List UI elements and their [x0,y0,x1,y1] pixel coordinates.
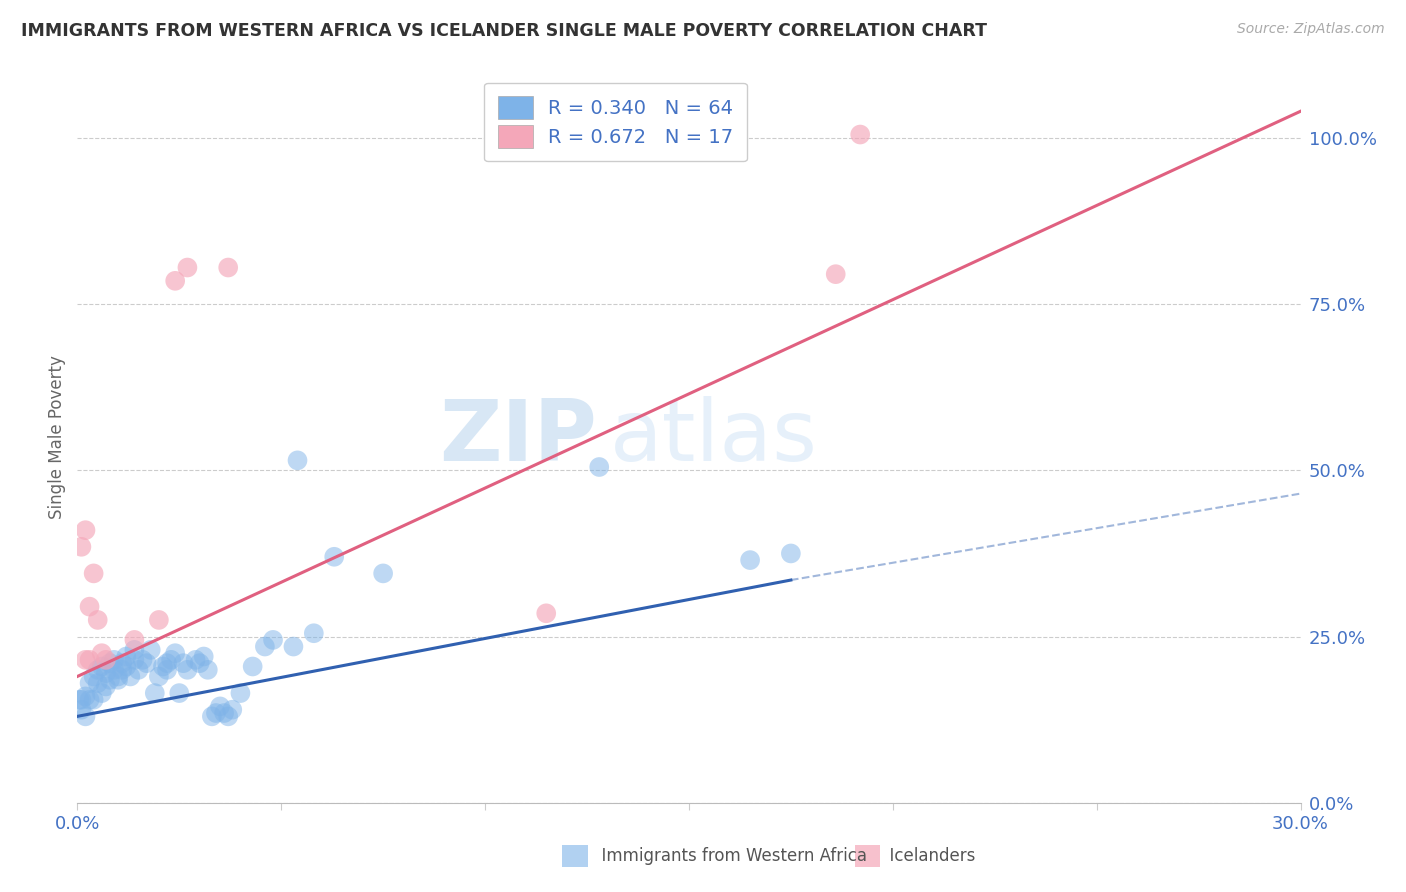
Point [148,669,170,683]
Point [242,659,264,673]
Point [70,692,93,706]
Text: Immigrants from Western Africa: Immigrants from Western Africa [591,847,866,865]
Point [94,680,117,694]
Point [193,649,215,664]
Point [217,260,239,275]
Point [111,656,134,670]
Point [75,709,97,723]
Point [75,690,97,704]
Point [98,656,121,670]
Point [229,686,252,700]
Text: atlas: atlas [609,395,817,479]
Point [115,649,138,664]
Point [135,656,157,670]
Point [160,653,183,667]
Point [139,643,162,657]
Point [156,663,179,677]
Point [87,676,110,690]
Point [115,659,138,673]
Point [205,706,228,720]
Point [120,669,142,683]
Point [165,274,187,288]
Point [83,669,105,683]
Point [536,607,558,621]
Point [79,676,101,690]
Point [849,128,872,142]
Point [283,640,305,654]
Point [824,267,846,281]
Point [79,692,101,706]
Point [323,549,346,564]
Point [124,632,146,647]
Point [176,260,198,275]
Point [87,613,110,627]
Text: Icelanders: Icelanders [879,847,976,865]
Point [165,646,187,660]
Point [148,613,170,627]
Point [209,699,232,714]
Point [90,686,112,700]
Point [184,653,207,667]
Point [176,663,198,677]
Point [70,540,93,554]
Point [111,663,134,677]
Point [197,663,219,677]
Point [98,673,121,687]
Text: ZIP: ZIP [440,395,598,479]
Text: IMMIGRANTS FROM WESTERN AFRICA VS ICELANDER SINGLE MALE POVERTY CORRELATION CHAR: IMMIGRANTS FROM WESTERN AFRICA VS ICELAN… [21,22,987,40]
Point [90,659,112,673]
Point [103,663,125,677]
Point [217,709,239,723]
Point [143,686,166,700]
Point [156,656,179,670]
Point [287,453,309,467]
Point [94,666,117,681]
Point [371,566,394,581]
Point [67,692,90,706]
Point [262,632,284,647]
Point [107,673,129,687]
Point [780,546,803,560]
Point [169,686,191,700]
Point [302,626,325,640]
Point [221,703,243,717]
Point [107,669,129,683]
Legend: R = 0.340   N = 64, R = 0.672   N = 17: R = 0.340 N = 64, R = 0.672 N = 17 [484,83,747,161]
Point [131,653,153,667]
Point [79,653,101,667]
Point [79,599,101,614]
Point [94,653,117,667]
Point [740,553,762,567]
Point [83,692,105,706]
Point [253,640,276,654]
Point [90,646,112,660]
Point [201,709,224,723]
Y-axis label: Single Male Poverty: Single Male Poverty [48,355,66,519]
Point [75,523,97,537]
Point [152,659,174,673]
Point [188,656,211,670]
Point [172,656,194,670]
Point [87,663,110,677]
Text: Source: ZipAtlas.com: Source: ZipAtlas.com [1237,22,1385,37]
Point [75,653,97,667]
Point [588,460,610,475]
Point [212,706,235,720]
Point [103,653,125,667]
Point [128,663,150,677]
Point [124,653,146,667]
Point [124,643,146,657]
Point [70,703,93,717]
Point [83,566,105,581]
